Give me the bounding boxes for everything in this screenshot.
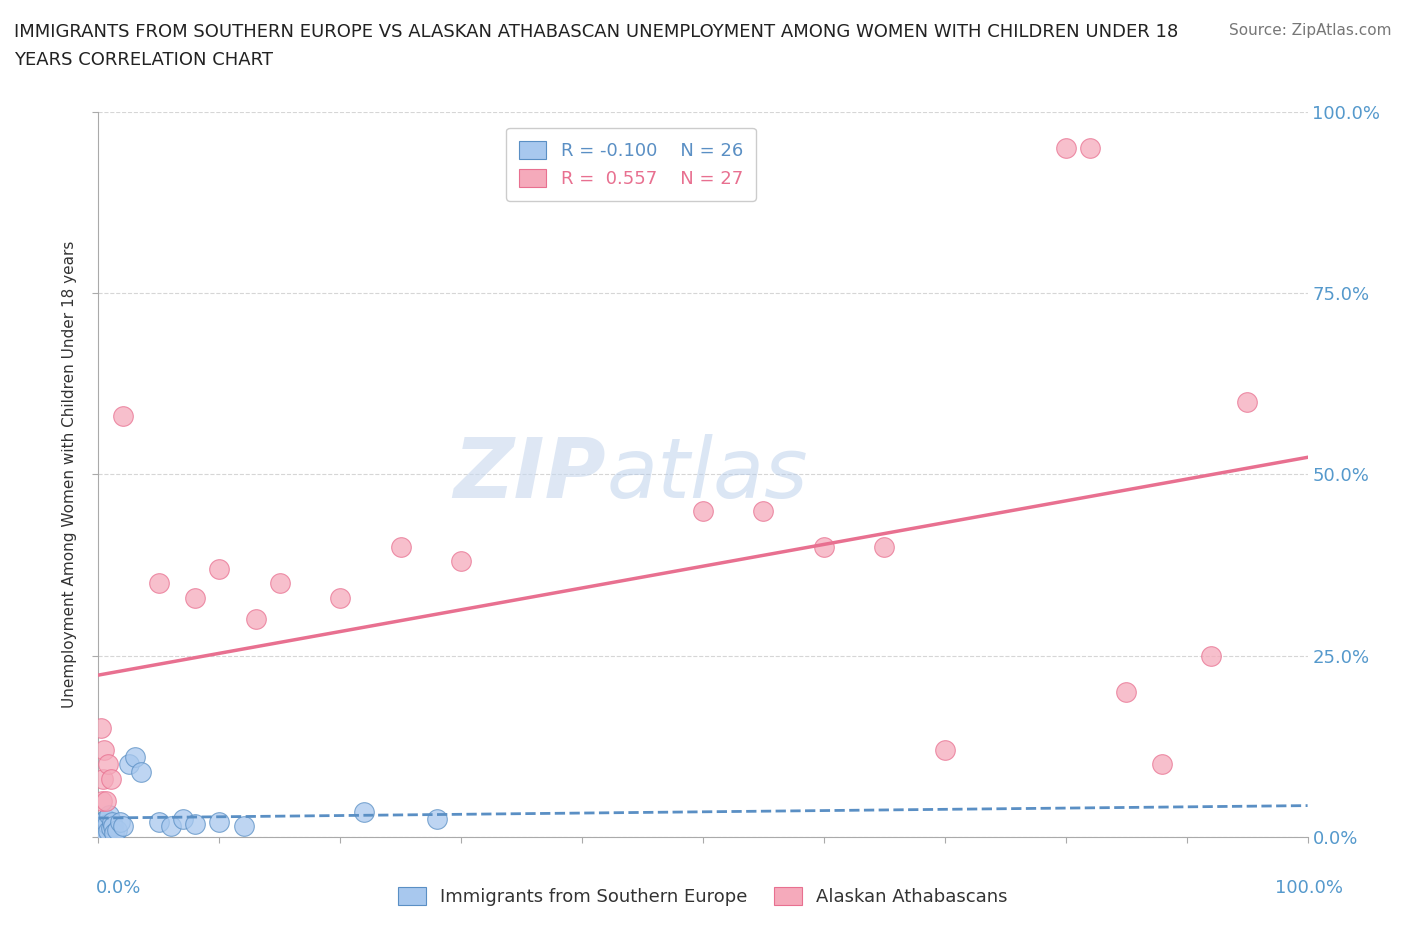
Point bbox=[129, 764, 152, 779]
Point bbox=[450, 554, 472, 569]
Text: 100.0%: 100.0% bbox=[1275, 879, 1343, 897]
Point bbox=[329, 591, 352, 605]
Point bbox=[269, 576, 291, 591]
Point bbox=[692, 503, 714, 518]
Point bbox=[91, 815, 114, 830]
Point bbox=[91, 793, 114, 808]
Point bbox=[105, 822, 128, 837]
Point bbox=[93, 826, 115, 841]
Point bbox=[873, 539, 896, 554]
Point bbox=[1115, 684, 1137, 699]
Point bbox=[100, 821, 122, 836]
Point bbox=[426, 811, 449, 827]
Text: YEARS CORRELATION CHART: YEARS CORRELATION CHART bbox=[14, 51, 273, 69]
Point bbox=[100, 772, 122, 787]
Text: IMMIGRANTS FROM SOUTHERN EUROPE VS ALASKAN ATHABASCAN UNEMPLOYMENT AMONG WOMEN W: IMMIGRANTS FROM SOUTHERN EUROPE VS ALASK… bbox=[14, 23, 1178, 41]
Point bbox=[148, 815, 170, 830]
Point bbox=[91, 772, 114, 787]
Point bbox=[184, 817, 207, 831]
Point bbox=[108, 815, 131, 830]
Point bbox=[111, 818, 134, 833]
Point bbox=[232, 818, 254, 833]
Point bbox=[103, 826, 125, 841]
Point bbox=[208, 561, 231, 576]
Point bbox=[1199, 648, 1222, 663]
Point bbox=[91, 822, 114, 837]
Point bbox=[160, 818, 183, 833]
Point bbox=[389, 539, 412, 554]
Point bbox=[94, 811, 117, 827]
Point bbox=[101, 818, 124, 833]
Point bbox=[97, 757, 120, 772]
Legend: Immigrants from Southern Europe, Alaskan Athabascans: Immigrants from Southern Europe, Alaskan… bbox=[389, 878, 1017, 915]
Point bbox=[184, 591, 207, 605]
Point bbox=[118, 757, 141, 772]
Point bbox=[111, 409, 134, 424]
Point bbox=[208, 815, 231, 830]
Point bbox=[752, 503, 775, 518]
Point bbox=[813, 539, 835, 554]
Point bbox=[98, 808, 121, 823]
Point bbox=[94, 793, 117, 808]
Point bbox=[124, 750, 146, 764]
Point bbox=[93, 742, 115, 757]
Point bbox=[934, 742, 956, 757]
Point bbox=[1054, 140, 1077, 155]
Point bbox=[172, 811, 194, 827]
Point bbox=[1078, 140, 1101, 155]
Point bbox=[1236, 394, 1258, 409]
Text: atlas: atlas bbox=[606, 433, 808, 515]
Point bbox=[1152, 757, 1174, 772]
Text: ZIP: ZIP bbox=[454, 433, 606, 515]
Point bbox=[96, 817, 118, 831]
Text: 0.0%: 0.0% bbox=[96, 879, 141, 897]
Point bbox=[353, 804, 375, 819]
Point bbox=[100, 815, 122, 830]
Point bbox=[90, 721, 112, 736]
Point bbox=[97, 824, 120, 839]
Y-axis label: Unemployment Among Women with Children Under 18 years: Unemployment Among Women with Children U… bbox=[62, 241, 77, 708]
Point bbox=[245, 612, 267, 627]
Point bbox=[90, 818, 112, 833]
Point bbox=[148, 576, 170, 591]
Text: Source: ZipAtlas.com: Source: ZipAtlas.com bbox=[1229, 23, 1392, 38]
